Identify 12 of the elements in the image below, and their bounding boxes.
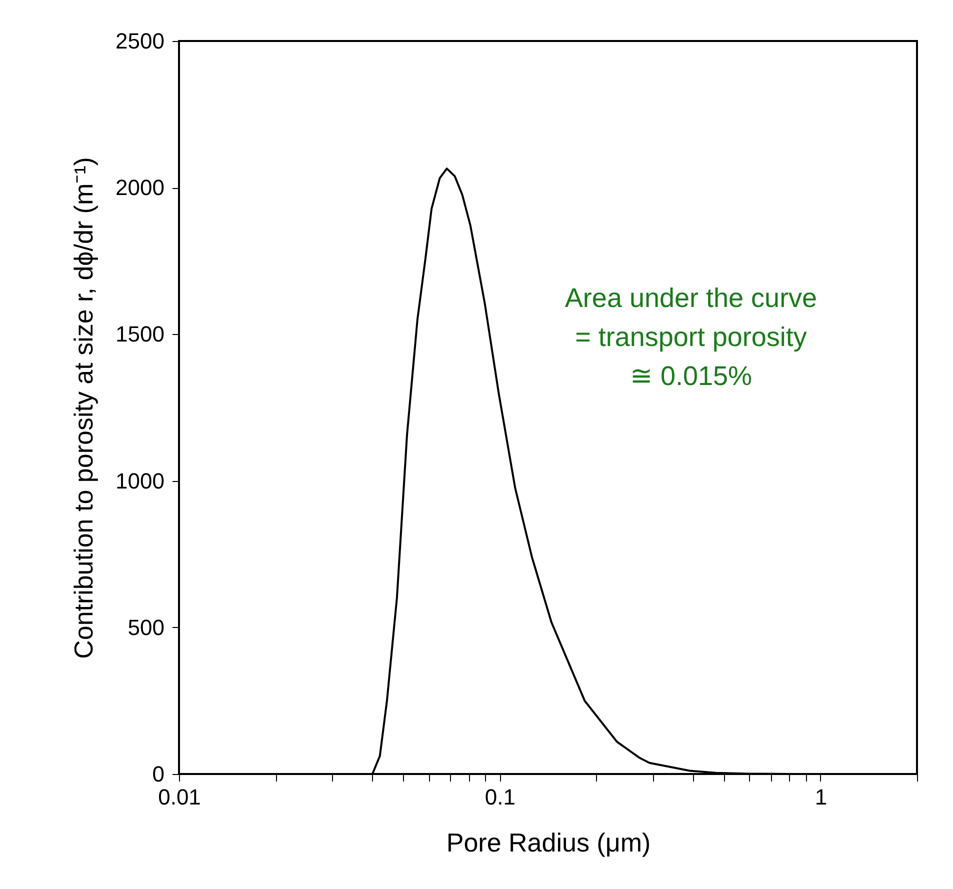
x-tick-label: 0.1 xyxy=(484,784,516,810)
x-axis-title: Pore Radius (μm) xyxy=(446,828,651,858)
y-tick-label: 1000 xyxy=(116,468,164,494)
annotation: Area under the curve = transport porosity ≅ 0.015% xyxy=(564,283,818,391)
y-tick-label: 500 xyxy=(128,614,164,640)
y-tick-label: 2500 xyxy=(116,28,164,54)
x-tick-label: 0.01 xyxy=(158,784,201,810)
y-tick-label: 2000 xyxy=(116,175,164,200)
y-axis-title: Contribution to porosity at size r, dϕ/dr (m⁻¹) xyxy=(68,157,99,659)
x-tick-label: 1 xyxy=(814,784,828,810)
y-tick-label: 0 xyxy=(152,762,164,786)
y-tick-label: 1500 xyxy=(116,322,164,347)
